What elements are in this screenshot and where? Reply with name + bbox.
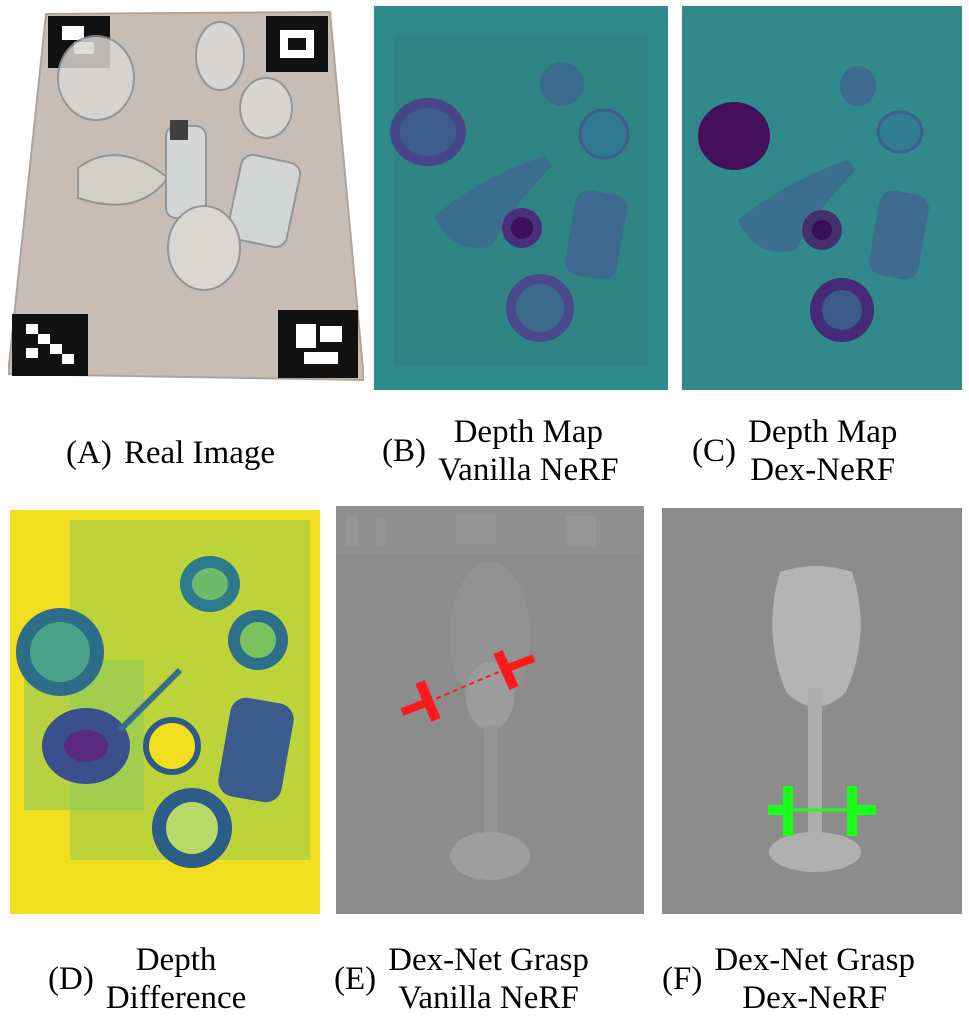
caption-b-line-1: Depth Map (453, 414, 603, 451)
caption-c: (C) Depth Map Dex-NeRF (692, 410, 897, 494)
caption-f-line-2: Dex-NeRF (742, 980, 888, 1016)
caption-b-line-2: Vanilla NeRF (438, 452, 619, 488)
caption-c-line-2: Dex-NeRF (750, 452, 896, 488)
panel-a-real-image (8, 8, 364, 384)
caption-e-line-2: Vanilla NeRF (398, 980, 579, 1016)
caption-f: (F) Dex-Net Grasp Dex-NeRF (662, 938, 915, 1022)
panel-d-depth-difference (10, 510, 320, 914)
marker-bottom-right (278, 310, 358, 378)
panel-c-depth-dexnerf (682, 6, 962, 390)
caption-e-letter: (E) (334, 961, 377, 998)
caption-a-line-1: Real Image (123, 435, 275, 472)
grasp-dexnerf-image (662, 508, 962, 914)
caption-a: (A) Real Image (66, 428, 275, 480)
caption-d-letter: (D) (48, 961, 94, 998)
caption-e: (E) Dex-Net Grasp Vanilla NeRF (334, 938, 589, 1022)
caption-f-letter: (F) (662, 961, 703, 998)
depth-map-dexnerf-image (682, 6, 962, 390)
grasp-vanilla-image (336, 506, 644, 914)
panel-b-depth-vanilla (374, 6, 668, 390)
caption-d-line-1: Depth (135, 942, 217, 979)
marker-top-right (266, 16, 328, 72)
failed-grasp-marker (400, 649, 536, 722)
successful-grasp-marker (768, 786, 876, 836)
caption-d: (D) Depth Difference (48, 938, 246, 1022)
marker-bottom-left (12, 314, 88, 376)
depth-difference-image (10, 510, 320, 914)
caption-b-letter: (B) (382, 433, 426, 470)
caption-d-line-2: Difference (105, 980, 247, 1016)
caption-f-line-1: Dex-Net Grasp (714, 942, 916, 979)
caption-b: (B) Depth Map Vanilla NeRF (382, 410, 619, 494)
caption-c-letter: (C) (692, 433, 736, 470)
real-image-photo (8, 8, 364, 384)
depth-map-vanilla-image (374, 6, 668, 390)
panel-f-grasp-dexnerf (662, 508, 962, 914)
caption-e-line-1: Dex-Net Grasp (388, 942, 589, 979)
caption-a-letter: (A) (66, 435, 112, 472)
panel-e-grasp-vanilla (336, 506, 644, 914)
caption-c-line-1: Depth Map (748, 414, 898, 451)
